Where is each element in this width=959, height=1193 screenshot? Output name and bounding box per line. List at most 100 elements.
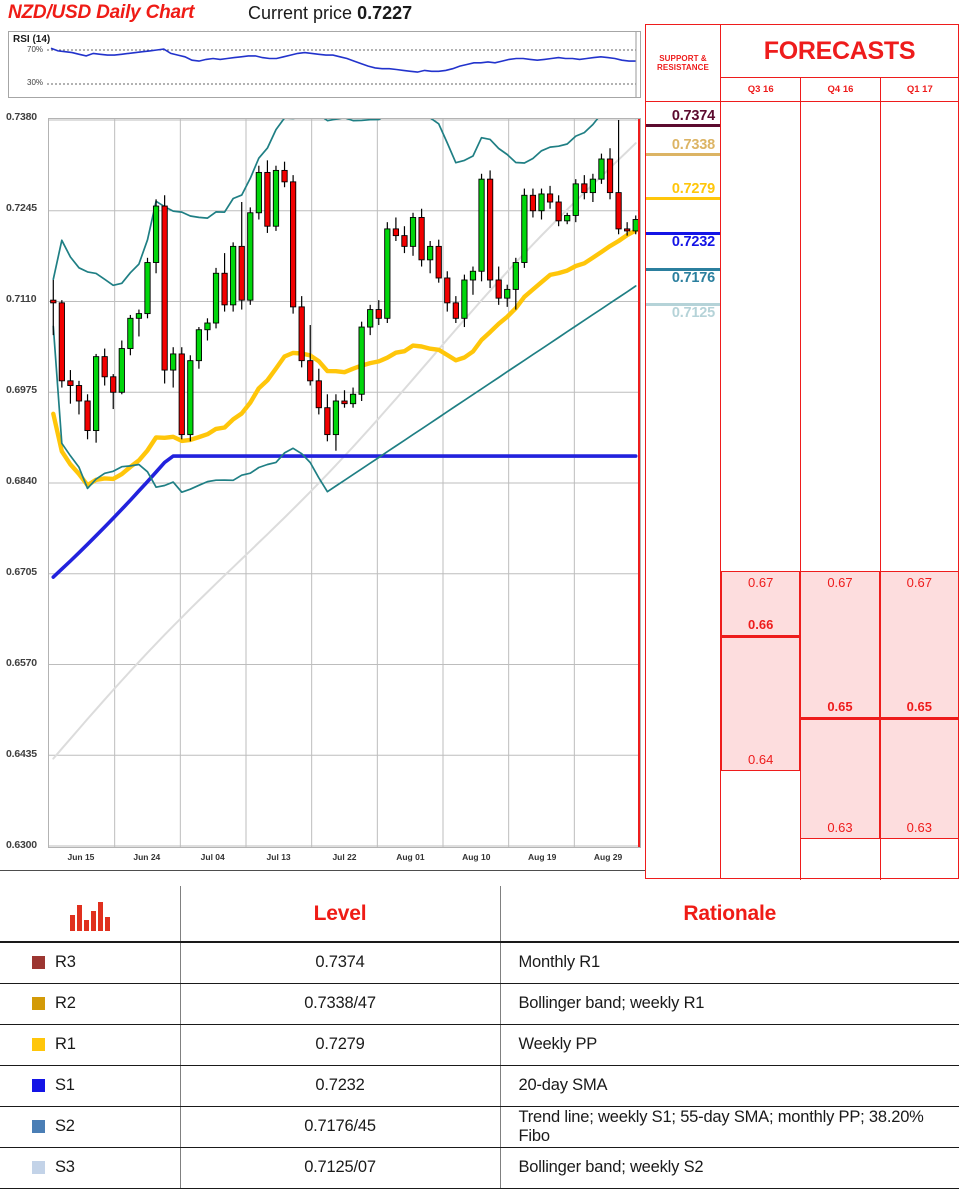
sr-level-value: 0.7338 — [671, 137, 715, 153]
sr-level-item: 0.7338 — [646, 138, 720, 156]
candlestick-svg — [49, 119, 640, 847]
support-resistance-column: SUPPORT & RESISTANCE 0.7374 0.7338 0.7279 0… — [645, 24, 721, 879]
forecasts-column: FORECASTS Q3 16 Q4 16 Q1 17 0.67 0.66 0.64 0.… — [721, 24, 959, 880]
rsi-line-chart — [47, 32, 637, 97]
level-rationale-cell: Bollinger band; weekly S2 — [500, 1147, 959, 1189]
rsi-label: RSI (14) — [13, 34, 51, 45]
current-price: Current price 0.7227 — [248, 3, 412, 24]
table-header-icon-cell — [0, 886, 181, 943]
sr-and-forecast-panel: SUPPORT & RESISTANCE 0.7374 0.7338 0.7279 0… — [645, 24, 959, 880]
date-axis-label: Jun 24 — [133, 852, 161, 862]
level-tag-cell: S3 — [0, 1147, 181, 1189]
level-rationale-cell: Trend line; weekly S1; 55-day SMA; month… — [500, 1106, 959, 1148]
forecast-quarter-label: Q1 17 — [906, 83, 933, 95]
forecast-mid-value: 0.65 — [906, 699, 932, 714]
forecast-central-line — [722, 635, 800, 638]
forecast-range-box: 0.67 0.66 0.64 — [721, 571, 801, 771]
price-axis-label: 0.6300 — [6, 839, 37, 851]
date-axis-label: Jul 13 — [266, 852, 291, 862]
table-row: S3 0.7125/07 Bollinger band; weekly S2 — [0, 1147, 959, 1189]
forecast-low-value: 0.64 — [748, 752, 774, 767]
level-tag-cell: R3 — [0, 942, 181, 984]
forecasts-title-divider — [721, 77, 958, 78]
forecast-range-box: 0.67 0.65 0.63 — [800, 571, 880, 839]
level-value-cell: 0.7374 — [180, 942, 501, 984]
level-rationale-cell: Weekly PP — [500, 1024, 959, 1066]
current-price-label: Current price — [248, 3, 353, 23]
price-axis-label: 0.6975 — [6, 384, 37, 396]
level-tag: S1 — [55, 1076, 75, 1094]
bar-chart-icon — [0, 897, 180, 931]
sr-level-value: 0.7125 — [671, 305, 715, 321]
date-axis-label: Aug 19 — [527, 852, 557, 862]
level-rationale-cell: 20-day SMA — [500, 1065, 959, 1107]
date-axis-label: Jul 22 — [332, 852, 357, 862]
level-value-cell: 0.7232 — [180, 1065, 501, 1107]
level-tag-cell: S1 — [0, 1065, 181, 1107]
candlestick-plot — [48, 118, 641, 848]
level-color-swatch — [32, 1161, 45, 1174]
sr-level-color-bar — [646, 303, 720, 306]
level-tag-cell: R2 — [0, 983, 181, 1025]
rsi-lower-band-label: 30% — [27, 78, 44, 87]
sr-level-item: 0.7374 — [646, 109, 720, 127]
level-tag: S2 — [55, 1117, 75, 1135]
level-value-cell: 0.7176/45 — [180, 1106, 501, 1148]
level-rationale-cell: Monthly R1 — [500, 942, 959, 984]
level-tag: R1 — [55, 1035, 76, 1053]
sr-level-color-bar — [646, 232, 720, 235]
sr-header-divider — [646, 101, 720, 102]
forecast-quarter-label: Q4 16 — [827, 83, 854, 95]
forecast-quarter-label: Q3 16 — [747, 83, 774, 95]
sr-level-color-bar — [646, 153, 720, 156]
current-price-value: 0.7227 — [357, 3, 413, 23]
forecast-high-value: 0.67 — [906, 575, 932, 590]
table-row: R1 0.7279 Weekly PP — [0, 1024, 959, 1066]
price-chart-area: 0.7380 0.7245 0.7110 0.6975 0.6840 0.6705 0.65… — [0, 104, 645, 879]
chart-header: NZD/USD Daily Chart Current price 0.7227 — [0, 0, 645, 30]
date-axis-label: Jul 04 — [200, 852, 225, 862]
level-value-cell: 0.7338/47 — [180, 983, 501, 1025]
rsi-indicator-panel: RSI (14) 70% 30% — [8, 31, 641, 98]
table-row: R2 0.7338/47 Bollinger band; weekly R1 — [0, 983, 959, 1025]
table-body: R3 0.7374 Monthly R1 R2 0.7338/47 Bollinger b… — [0, 942, 959, 1189]
forecast-column-separator — [879, 77, 881, 880]
price-axis-label: 0.7380 — [6, 111, 37, 123]
page-title: NZD/USD Daily Chart — [8, 2, 195, 23]
forecast-mid-value: 0.65 — [827, 699, 853, 714]
level-tag: S3 — [55, 1158, 75, 1176]
forecast-central-line — [801, 717, 879, 720]
level-rationale-cell: Bollinger band; weekly R1 — [500, 983, 959, 1025]
date-axis-label: Jun 15 — [67, 852, 95, 862]
sr-level-color-bar — [646, 124, 720, 127]
level-value-cell: 0.7125/07 — [180, 1147, 501, 1189]
levels-rationale-table: Level Rationale R3 0.7374 Monthly R1 R2 0.73… — [0, 886, 959, 1193]
sr-level-item: 0.7232 — [646, 232, 720, 250]
level-color-swatch — [32, 1038, 45, 1051]
level-tag: R2 — [55, 994, 76, 1012]
forecast-header-divider — [721, 101, 958, 102]
date-axis-label: Aug 10 — [462, 852, 491, 862]
sr-header-line2: RESISTANCE — [657, 63, 709, 72]
sr-header-line1: SUPPORT & — [659, 53, 707, 63]
sr-level-color-bar — [646, 268, 720, 271]
sr-level-color-bar — [646, 197, 720, 200]
forecast-mid-value: 0.66 — [748, 617, 774, 632]
forecast-column-separator — [800, 77, 802, 880]
table-header-level: Level — [180, 886, 501, 943]
axis-divider — [0, 870, 645, 871]
price-axis-label: 0.7110 — [6, 293, 37, 305]
sr-level-value: 0.7232 — [671, 234, 715, 250]
forecast-quarter-header: Q1 17 — [879, 77, 959, 101]
price-axis-label: 0.7245 — [6, 202, 37, 214]
table-row: S1 0.7232 20-day SMA — [0, 1065, 959, 1107]
price-axis-label: 0.6840 — [6, 475, 37, 487]
level-color-swatch — [32, 997, 45, 1010]
level-value-cell: 0.7279 — [180, 1024, 501, 1066]
sr-level-item: 0.7279 — [646, 182, 720, 200]
date-axis-label: Aug 29 — [593, 852, 623, 862]
level-tag-cell: R1 — [0, 1024, 181, 1066]
date-axis-label: Aug 01 — [396, 852, 425, 862]
forecast-central-line — [880, 717, 958, 720]
